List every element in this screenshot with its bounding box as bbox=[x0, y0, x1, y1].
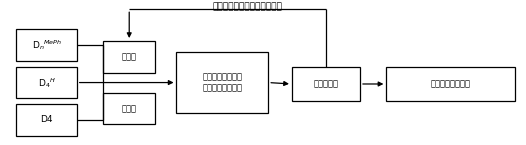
Text: D4: D4 bbox=[41, 115, 53, 124]
Bar bbox=[16, 104, 77, 136]
Text: 催化剂: 催化剂 bbox=[122, 52, 137, 61]
Bar bbox=[176, 52, 268, 113]
Text: 封头剂: 封头剂 bbox=[122, 104, 137, 113]
Text: 甲基苯基含氢硅油: 甲基苯基含氢硅油 bbox=[431, 79, 471, 88]
Text: 甲基苯基含氢硅油
与低沸物的混合物: 甲基苯基含氢硅油 与低沸物的混合物 bbox=[203, 73, 242, 92]
Bar bbox=[103, 93, 156, 124]
Text: D$_n$$^{MePh}$: D$_n$$^{MePh}$ bbox=[32, 38, 62, 52]
Text: D$_4$$^H$: D$_4$$^H$ bbox=[37, 76, 56, 89]
Bar bbox=[103, 41, 156, 72]
Bar bbox=[386, 67, 515, 101]
Bar bbox=[16, 29, 77, 61]
Text: 过滤取清液: 过滤取清液 bbox=[313, 79, 338, 88]
Bar bbox=[16, 67, 77, 98]
Text: 催化剂还复使用或活化后使用: 催化剂还复使用或活化后使用 bbox=[213, 2, 282, 11]
Bar bbox=[292, 67, 360, 101]
